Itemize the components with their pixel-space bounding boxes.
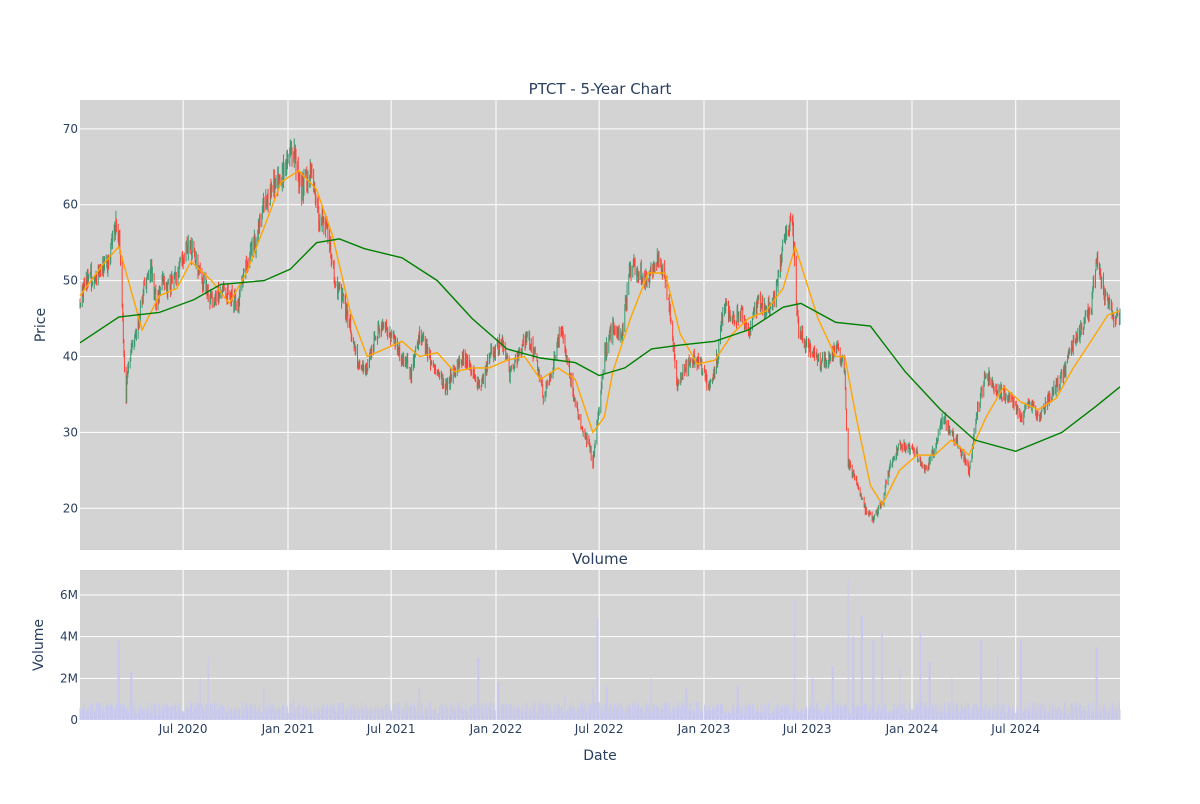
x-tick-label: Jul 2023 bbox=[782, 722, 832, 736]
volume-y-axis-label: Volume bbox=[31, 619, 47, 671]
x-tick-label: Jan 2021 bbox=[261, 722, 315, 736]
volume-y-tick-label: 0 bbox=[70, 713, 78, 727]
date-x-ticks: Jul 2020 Jan 2021 Jul 2021 Jan 2022 Jul 2022… bbox=[158, 722, 1040, 736]
x-tick-label: Jul 2020 bbox=[158, 722, 208, 736]
x-tick-label: Jan 2023 bbox=[677, 722, 731, 736]
price-y-ticks: 20 30 40 50 60 70 bbox=[63, 122, 78, 515]
moving-average-long-line bbox=[79, 238, 1121, 453]
x-tick-label: Jul 2022 bbox=[574, 722, 624, 736]
price-y-tick-label: 20 bbox=[63, 501, 78, 515]
price-y-tick-label: 60 bbox=[63, 198, 78, 212]
volume-plot-background bbox=[80, 570, 1120, 720]
volume-y-ticks: 0 2M 4M 6M bbox=[60, 588, 78, 727]
x-axis-label: Date bbox=[583, 748, 616, 764]
volume-y-tick-label: 6M bbox=[60, 588, 78, 602]
volume-y-tick-label: 2M bbox=[60, 671, 78, 685]
price-y-tick-label: 70 bbox=[63, 122, 78, 136]
x-tick-label: Jul 2021 bbox=[366, 722, 416, 736]
price-y-tick-label: 50 bbox=[63, 274, 78, 288]
price-y-axis-label: Price bbox=[33, 308, 49, 342]
x-tick-label: Jul 2024 bbox=[990, 722, 1040, 736]
volume-y-tick-label: 4M bbox=[60, 630, 78, 644]
x-tick-label: Jan 2022 bbox=[469, 722, 523, 736]
price-chart-title: PTCT - 5-Year Chart bbox=[529, 80, 672, 98]
volume-bars bbox=[79, 578, 1121, 720]
x-tick-label: Jan 2024 bbox=[885, 722, 939, 736]
price-grid bbox=[80, 100, 1120, 550]
price-plot-background bbox=[80, 100, 1120, 550]
volume-chart-title: Volume bbox=[572, 550, 628, 568]
price-y-tick-label: 40 bbox=[63, 349, 78, 363]
price-y-tick-label: 30 bbox=[63, 425, 78, 439]
moving-average-lines bbox=[79, 169, 1121, 506]
